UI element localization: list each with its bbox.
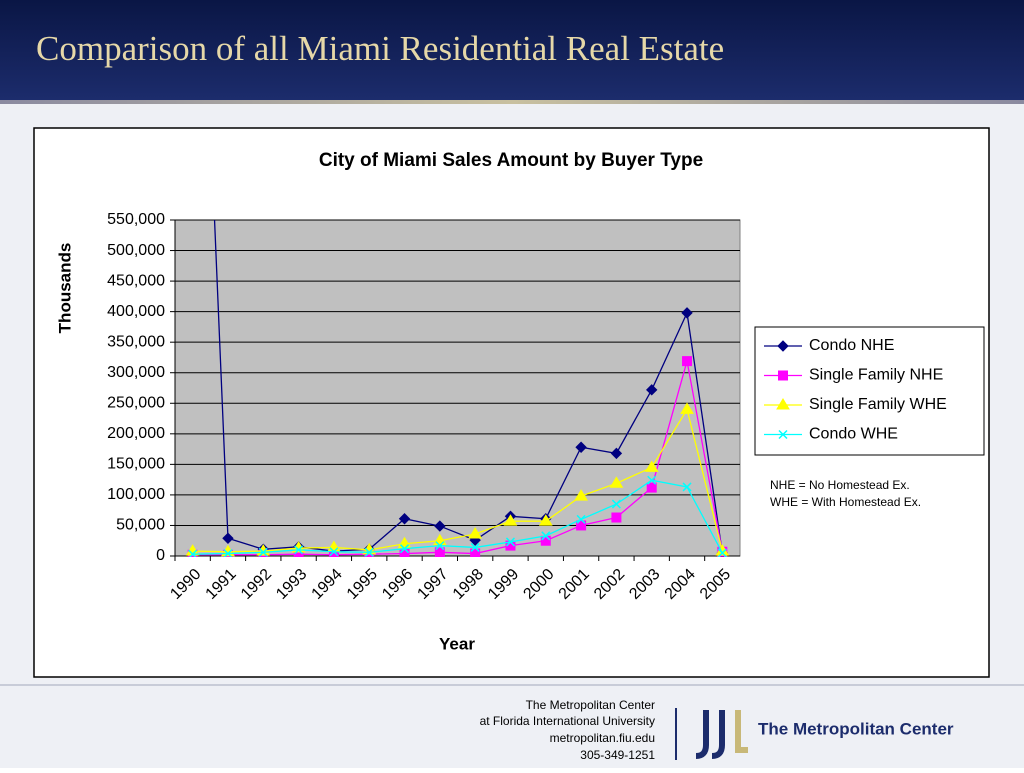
- y-tick-label: 350,000: [107, 333, 165, 350]
- footer-line: at Florida International University: [480, 714, 655, 728]
- marker: [777, 340, 789, 352]
- footer-line: metropolitan.fiu.edu: [550, 731, 655, 745]
- marker: [398, 513, 411, 525]
- plot-area: [174, 219, 741, 557]
- footer-line: The Metropolitan Center: [526, 698, 655, 712]
- legend-label: Single Family NHE: [809, 367, 943, 384]
- y-tick-label: 200,000: [107, 425, 165, 442]
- marker: [776, 398, 790, 410]
- legend-label: Condo WHE: [809, 426, 898, 443]
- y-tick-label: 500,000: [107, 242, 165, 259]
- y-tick-label: 100,000: [107, 486, 165, 503]
- logo-text: The Metropolitan Center: [758, 719, 954, 738]
- marker: [222, 532, 234, 544]
- marker: [681, 307, 693, 319]
- y-tick-label: 300,000: [107, 364, 165, 381]
- marker: [609, 476, 624, 488]
- marker: [680, 402, 694, 414]
- marker: [778, 429, 788, 440]
- legend-label: Single Family WHE: [809, 396, 947, 413]
- marker: [610, 447, 623, 460]
- series-line: [213, 220, 723, 554]
- y-tick-label: 0: [156, 547, 165, 564]
- marker: [329, 547, 339, 557]
- marker: [434, 547, 445, 557]
- series-line: [192, 360, 723, 556]
- marker: [503, 514, 518, 526]
- marker: [470, 542, 480, 552]
- series-line: [192, 407, 723, 553]
- marker: [717, 548, 727, 557]
- x-axis-title: Year: [439, 634, 475, 653]
- marker: [646, 384, 658, 396]
- marker: [611, 499, 621, 509]
- marker: [644, 460, 659, 472]
- legend-box: [754, 326, 985, 456]
- marker: [646, 482, 657, 493]
- marker: [575, 441, 587, 453]
- marker: [435, 541, 445, 551]
- marker: [682, 482, 692, 492]
- y-tick-label: 250,000: [107, 394, 165, 411]
- y-tick-label: 450,000: [107, 272, 165, 289]
- logo-icon: [695, 710, 748, 759]
- footer-rule: [0, 684, 1024, 686]
- marker: [647, 475, 657, 485]
- y-axis-title: Thousands: [55, 243, 74, 334]
- marker: [611, 512, 622, 523]
- chart-title: City of Miami Sales Amount by Buyer Type: [319, 150, 703, 171]
- marker: [364, 547, 374, 557]
- annotation: NHE = No Homestead Ex.: [770, 478, 910, 492]
- marker: [223, 549, 233, 557]
- marker: [576, 520, 587, 531]
- header-band: [0, 0, 1024, 100]
- marker: [188, 549, 198, 557]
- marker: [294, 545, 304, 555]
- marker: [258, 547, 268, 557]
- slide-title: Comparison of all Miami Residential Real…: [36, 29, 724, 68]
- annotation: WHE = With Homestead Ex.: [770, 495, 921, 509]
- marker: [400, 544, 410, 554]
- series-group: [185, 220, 730, 557]
- marker: [538, 514, 553, 526]
- y-tick-label: 50,000: [116, 517, 165, 534]
- y-tick-label: 400,000: [107, 303, 165, 320]
- footer-line: 305-349-1251: [580, 748, 655, 762]
- marker: [574, 489, 588, 501]
- y-tick-label: 550,000: [107, 211, 165, 228]
- header-rule: [0, 100, 1024, 104]
- y-tick-label: 150,000: [107, 456, 165, 473]
- legend-label: Condo NHE: [809, 337, 894, 354]
- marker: [778, 370, 788, 381]
- marker: [576, 514, 586, 524]
- marker: [468, 527, 483, 539]
- marker: [434, 520, 446, 532]
- marker: [682, 356, 693, 367]
- marker: [541, 531, 551, 541]
- marker: [540, 535, 551, 546]
- marker: [470, 548, 481, 557]
- series-line: [192, 479, 723, 555]
- marker: [399, 548, 410, 557]
- marker: [505, 537, 515, 547]
